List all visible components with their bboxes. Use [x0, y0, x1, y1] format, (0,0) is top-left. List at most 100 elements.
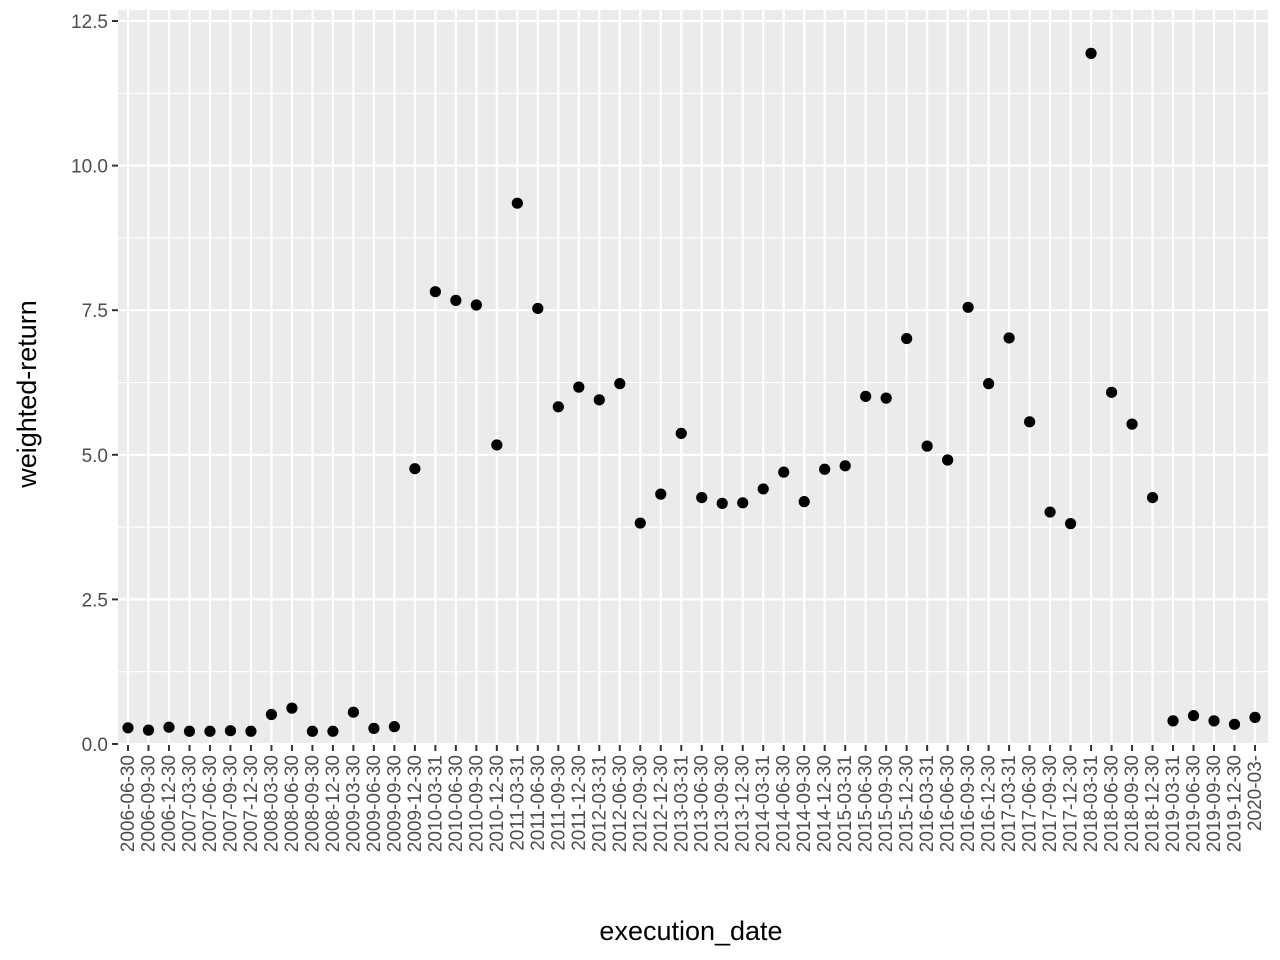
x-tick-label: 2019-12-30 — [1225, 755, 1246, 852]
x-tick-label: 2012-06-30 — [610, 755, 631, 852]
data-point — [245, 725, 257, 737]
major-gridlines — [118, 10, 1268, 746]
data-point — [1003, 332, 1015, 344]
y-axis-title: weighted-return — [12, 300, 42, 489]
data-point — [163, 721, 175, 733]
x-tick-label: 2007-09-30 — [220, 755, 241, 852]
y-tick-label: 0.0 — [82, 735, 108, 756]
x-tick-label: 2011-09-30 — [548, 755, 569, 851]
data-point — [122, 722, 134, 734]
y-tick-label: 2.5 — [82, 590, 108, 611]
x-tick-label: 2012-12-30 — [651, 755, 672, 852]
data-point — [655, 488, 667, 500]
data-point — [983, 378, 995, 390]
data-point — [224, 725, 237, 737]
x-tick-label: 2008-06-30 — [282, 755, 303, 852]
x-tick-label: 2012-09-30 — [630, 755, 651, 852]
data-point — [839, 460, 851, 472]
x-tick-label: 2006-09-30 — [138, 755, 159, 852]
data-point — [265, 708, 278, 721]
data-point — [552, 401, 564, 413]
data-point — [573, 381, 585, 393]
x-tick-label: 2019-03-31 — [1163, 755, 1184, 852]
x-tick-label: 2016-03-31 — [917, 755, 938, 852]
x-tick-label: 2013-03-31 — [671, 755, 692, 852]
x-tick-label: 2013-06-30 — [692, 755, 713, 852]
x-tick-label: 2018-06-30 — [1102, 755, 1123, 852]
x-tick-label: 2017-03-31 — [999, 755, 1020, 852]
x-tick-label: 2019-09-30 — [1204, 755, 1225, 852]
x-tick-label: 2017-12-30 — [1061, 755, 1082, 852]
data-point — [737, 497, 749, 509]
x-tick-label: 2018-12-30 — [1143, 755, 1164, 852]
x-tick-label: 2018-03-31 — [1081, 755, 1102, 852]
data-point — [962, 301, 974, 313]
x-axis-title: execution_date — [599, 916, 782, 946]
x-tick-label: 2015-03-31 — [835, 755, 856, 852]
x-tick-label: 2016-12-30 — [979, 755, 1000, 852]
data-point — [368, 722, 380, 734]
x-tick-label: 2015-12-30 — [897, 755, 918, 852]
x-tick-label: 2007-06-30 — [200, 755, 221, 852]
x-tick-label: 2014-09-30 — [794, 755, 815, 852]
data-point — [347, 706, 359, 718]
x-tick-label: 2010-09-30 — [466, 755, 487, 852]
x-tick-label: 2009-09-30 — [384, 755, 405, 852]
x-tick-label: 2018-09-30 — [1122, 755, 1143, 852]
data-point — [409, 463, 421, 475]
data-point — [306, 725, 319, 737]
data-point — [921, 440, 933, 452]
data-point — [593, 394, 605, 406]
x-tick-label: 2008-03-30 — [261, 755, 282, 852]
data-point — [1105, 386, 1118, 398]
y-tick-label: 5.0 — [82, 446, 108, 467]
x-tick-label: 2011-06-30 — [528, 755, 549, 851]
data-points — [122, 47, 1261, 737]
y-tick-label: 10.0 — [71, 157, 108, 178]
data-point — [1146, 492, 1159, 504]
x-axis: 2006-06-30 2006-09-30 2006-12-30 2007-03-30… — [118, 745, 1266, 852]
data-point — [204, 725, 216, 737]
data-point — [1208, 715, 1220, 727]
data-point — [860, 390, 872, 402]
data-point — [716, 497, 728, 509]
minor-gridlines — [118, 92, 1268, 673]
x-tick-label: 2010-06-30 — [446, 755, 467, 852]
x-tick-label: 2007-12-30 — [241, 755, 262, 852]
y-axis: 0.0 2.5 5.0 7.5 10.0 12.5 — [71, 12, 118, 756]
data-point — [511, 197, 523, 209]
data-point — [491, 439, 503, 451]
x-tick-label: 2011-12-30 — [569, 755, 590, 851]
data-point — [429, 286, 441, 298]
data-point — [757, 483, 769, 495]
y-tick-label: 12.5 — [71, 12, 108, 33]
data-point — [1228, 718, 1241, 730]
data-point — [798, 496, 810, 508]
data-point — [1187, 710, 1200, 722]
data-point — [819, 463, 831, 475]
x-tick-label: 2007-03-30 — [179, 755, 200, 852]
x-tick-label: 2019-06-30 — [1184, 755, 1205, 852]
x-tick-label: 2009-03-30 — [343, 755, 364, 852]
data-point — [880, 392, 892, 404]
x-tick-label: 2015-06-30 — [856, 755, 877, 852]
data-point — [1024, 416, 1036, 428]
x-tick-label: 2017-09-30 — [1040, 755, 1061, 852]
data-point — [532, 302, 544, 315]
data-point — [388, 721, 400, 733]
data-point — [675, 427, 687, 439]
data-point — [634, 517, 646, 529]
x-tick-label: 2009-12-30 — [405, 755, 426, 852]
x-tick-label: 2012-03-31 — [589, 755, 610, 852]
data-point — [450, 294, 462, 306]
x-tick-label: 2009-06-30 — [364, 755, 385, 852]
data-point — [901, 332, 913, 345]
data-point — [614, 378, 626, 390]
x-tick-label: 2006-06-30 — [118, 755, 139, 852]
data-point — [142, 724, 155, 736]
x-tick-label: 2008-09-30 — [302, 755, 323, 852]
x-tick-label: 2013-12-30 — [733, 755, 754, 852]
x-tick-label: 2006-12-30 — [159, 755, 180, 852]
data-point — [327, 725, 339, 737]
x-tick-label: 2013-09-30 — [712, 755, 733, 852]
